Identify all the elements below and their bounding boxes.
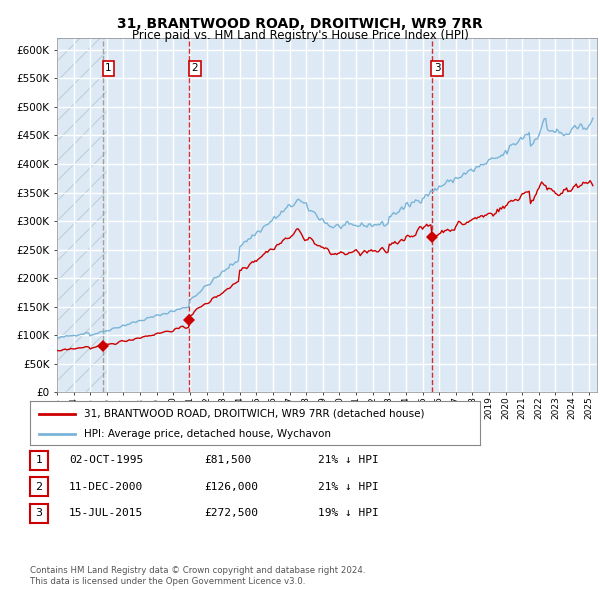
Text: This data is licensed under the Open Government Licence v3.0.: This data is licensed under the Open Gov… <box>30 577 305 586</box>
Text: £272,500: £272,500 <box>204 509 258 518</box>
Text: 3: 3 <box>35 509 43 518</box>
Text: 1: 1 <box>35 455 43 465</box>
Text: 02-OCT-1995: 02-OCT-1995 <box>69 455 143 465</box>
Text: 31, BRANTWOOD ROAD, DROITWICH, WR9 7RR: 31, BRANTWOOD ROAD, DROITWICH, WR9 7RR <box>117 17 483 31</box>
Text: 3: 3 <box>434 64 440 73</box>
Text: 21% ↓ HPI: 21% ↓ HPI <box>318 482 379 491</box>
Text: 1: 1 <box>105 64 112 73</box>
Text: 2: 2 <box>35 482 43 491</box>
Text: £81,500: £81,500 <box>204 455 251 465</box>
Text: 19% ↓ HPI: 19% ↓ HPI <box>318 509 379 518</box>
Text: 11-DEC-2000: 11-DEC-2000 <box>69 482 143 491</box>
Text: 21% ↓ HPI: 21% ↓ HPI <box>318 455 379 465</box>
Text: Price paid vs. HM Land Registry's House Price Index (HPI): Price paid vs. HM Land Registry's House … <box>131 30 469 42</box>
Text: 2: 2 <box>191 64 198 73</box>
Text: £126,000: £126,000 <box>204 482 258 491</box>
Text: Contains HM Land Registry data © Crown copyright and database right 2024.: Contains HM Land Registry data © Crown c… <box>30 566 365 575</box>
Text: HPI: Average price, detached house, Wychavon: HPI: Average price, detached house, Wych… <box>84 430 331 440</box>
Text: 15-JUL-2015: 15-JUL-2015 <box>69 509 143 518</box>
Text: 31, BRANTWOOD ROAD, DROITWICH, WR9 7RR (detached house): 31, BRANTWOOD ROAD, DROITWICH, WR9 7RR (… <box>84 409 425 418</box>
